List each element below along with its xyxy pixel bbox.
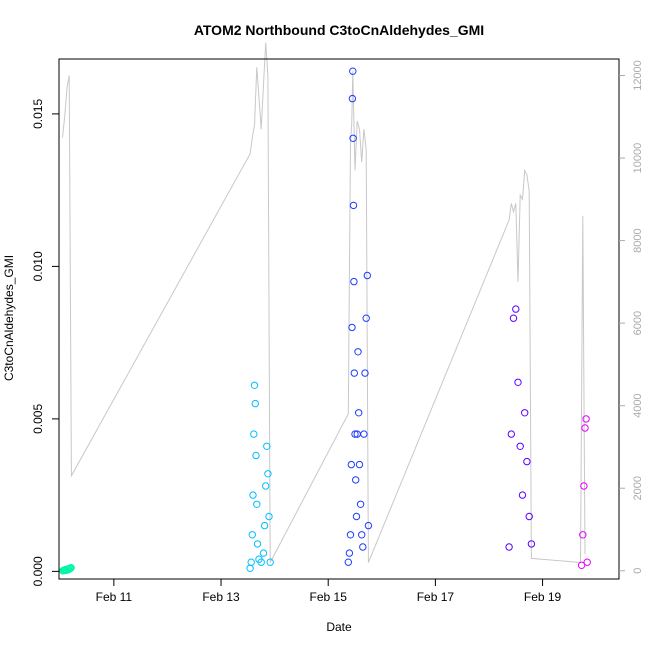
y2-tick-label: 6000	[632, 311, 644, 335]
y-axis: 0.000 0.005 0.010 0.015	[31, 99, 59, 586]
data-point	[266, 558, 274, 566]
data-point	[352, 512, 361, 521]
data-point	[521, 409, 529, 417]
y2-tick-label: 2000	[632, 476, 644, 500]
data-point	[264, 470, 272, 478]
data-point	[252, 451, 260, 460]
data-point	[579, 531, 587, 539]
data-point	[345, 549, 354, 557]
data-point	[525, 512, 533, 521]
series-group	[59, 67, 591, 575]
chart-title: ATOM2 Northbound C3toCnAldehydes_GMI	[194, 22, 484, 38]
data-point	[516, 442, 524, 450]
series-1	[59, 564, 75, 575]
data-point	[65, 565, 73, 574]
data-point	[355, 409, 363, 417]
y2-tick-label: 0	[632, 568, 644, 574]
data-point	[509, 314, 518, 322]
data-point	[344, 558, 352, 566]
data-point	[346, 531, 355, 539]
data-point	[358, 531, 366, 539]
data-point	[512, 305, 520, 313]
y-axis-label: C3toCnAldehydes_GMI	[2, 255, 16, 381]
data-point	[257, 558, 265, 566]
data-point	[352, 476, 360, 484]
data-point	[360, 430, 368, 438]
data-point	[251, 399, 260, 408]
series-5	[577, 415, 591, 569]
data-point	[582, 415, 590, 423]
data-point	[349, 67, 357, 75]
data-point	[265, 512, 273, 521]
data-point	[362, 314, 370, 322]
x-tick-label: Feb 11	[96, 590, 133, 604]
data-point	[514, 378, 522, 386]
data-point	[355, 460, 364, 469]
series-3	[344, 67, 373, 566]
data-point	[250, 381, 259, 389]
data-point	[350, 369, 358, 377]
y-tick-label: 0.015	[31, 99, 45, 129]
right-axis: 0 2000 4000 6000 8000 10000 12000	[619, 60, 644, 574]
y-tick-label: 0.010	[31, 251, 45, 281]
x-tick-label: Feb 19	[524, 590, 562, 604]
data-point	[262, 482, 270, 490]
series-4	[505, 305, 536, 551]
data-point	[67, 564, 75, 572]
y-tick-label: 0.000	[31, 556, 45, 586]
plot-frame	[58, 58, 620, 580]
data-point	[247, 558, 255, 566]
x-axis-label: Date	[326, 620, 352, 634]
data-point	[350, 277, 358, 286]
y-tick-label: 0.005	[31, 404, 45, 434]
data-point	[354, 348, 362, 356]
data-point	[259, 549, 268, 557]
data-point	[361, 369, 369, 377]
data-point	[581, 424, 589, 432]
data-point	[351, 430, 359, 438]
x-tick-label: Feb 17	[417, 590, 455, 604]
y2-tick-label: 10000	[632, 143, 644, 174]
data-point	[518, 491, 527, 499]
data-point	[577, 561, 586, 569]
data-point	[364, 521, 373, 530]
data-point	[348, 323, 356, 332]
data-point	[505, 543, 513, 551]
data-point	[249, 491, 257, 499]
data-point	[248, 531, 257, 539]
flight-track	[62, 42, 586, 564]
data-point	[583, 558, 591, 566]
data-point	[580, 482, 588, 490]
data-point	[507, 430, 515, 438]
data-point	[246, 564, 254, 572]
data-point	[363, 271, 371, 280]
data-point	[66, 564, 75, 572]
data-point	[260, 521, 269, 530]
data-point	[359, 543, 367, 551]
data-point	[263, 442, 271, 450]
x-tick-label: Feb 13	[202, 590, 240, 604]
data-point	[348, 94, 357, 103]
x-tick-label: Feb 15	[310, 590, 348, 604]
data-point	[349, 134, 357, 143]
data-point	[356, 500, 365, 508]
data-point	[527, 540, 536, 548]
data-point	[250, 430, 258, 438]
data-point	[253, 540, 262, 548]
series-2	[246, 381, 274, 572]
track-line	[62, 42, 586, 564]
data-point	[349, 201, 358, 210]
y2-tick-label: 12000	[632, 60, 644, 91]
y2-tick-label: 4000	[632, 393, 644, 417]
data-point	[523, 457, 531, 466]
y2-tick-label: 8000	[632, 228, 644, 252]
data-point	[347, 460, 355, 469]
x-axis: Feb 11 Feb 13 Feb 15 Feb 17 Feb 19	[96, 578, 562, 604]
data-point	[253, 500, 261, 508]
